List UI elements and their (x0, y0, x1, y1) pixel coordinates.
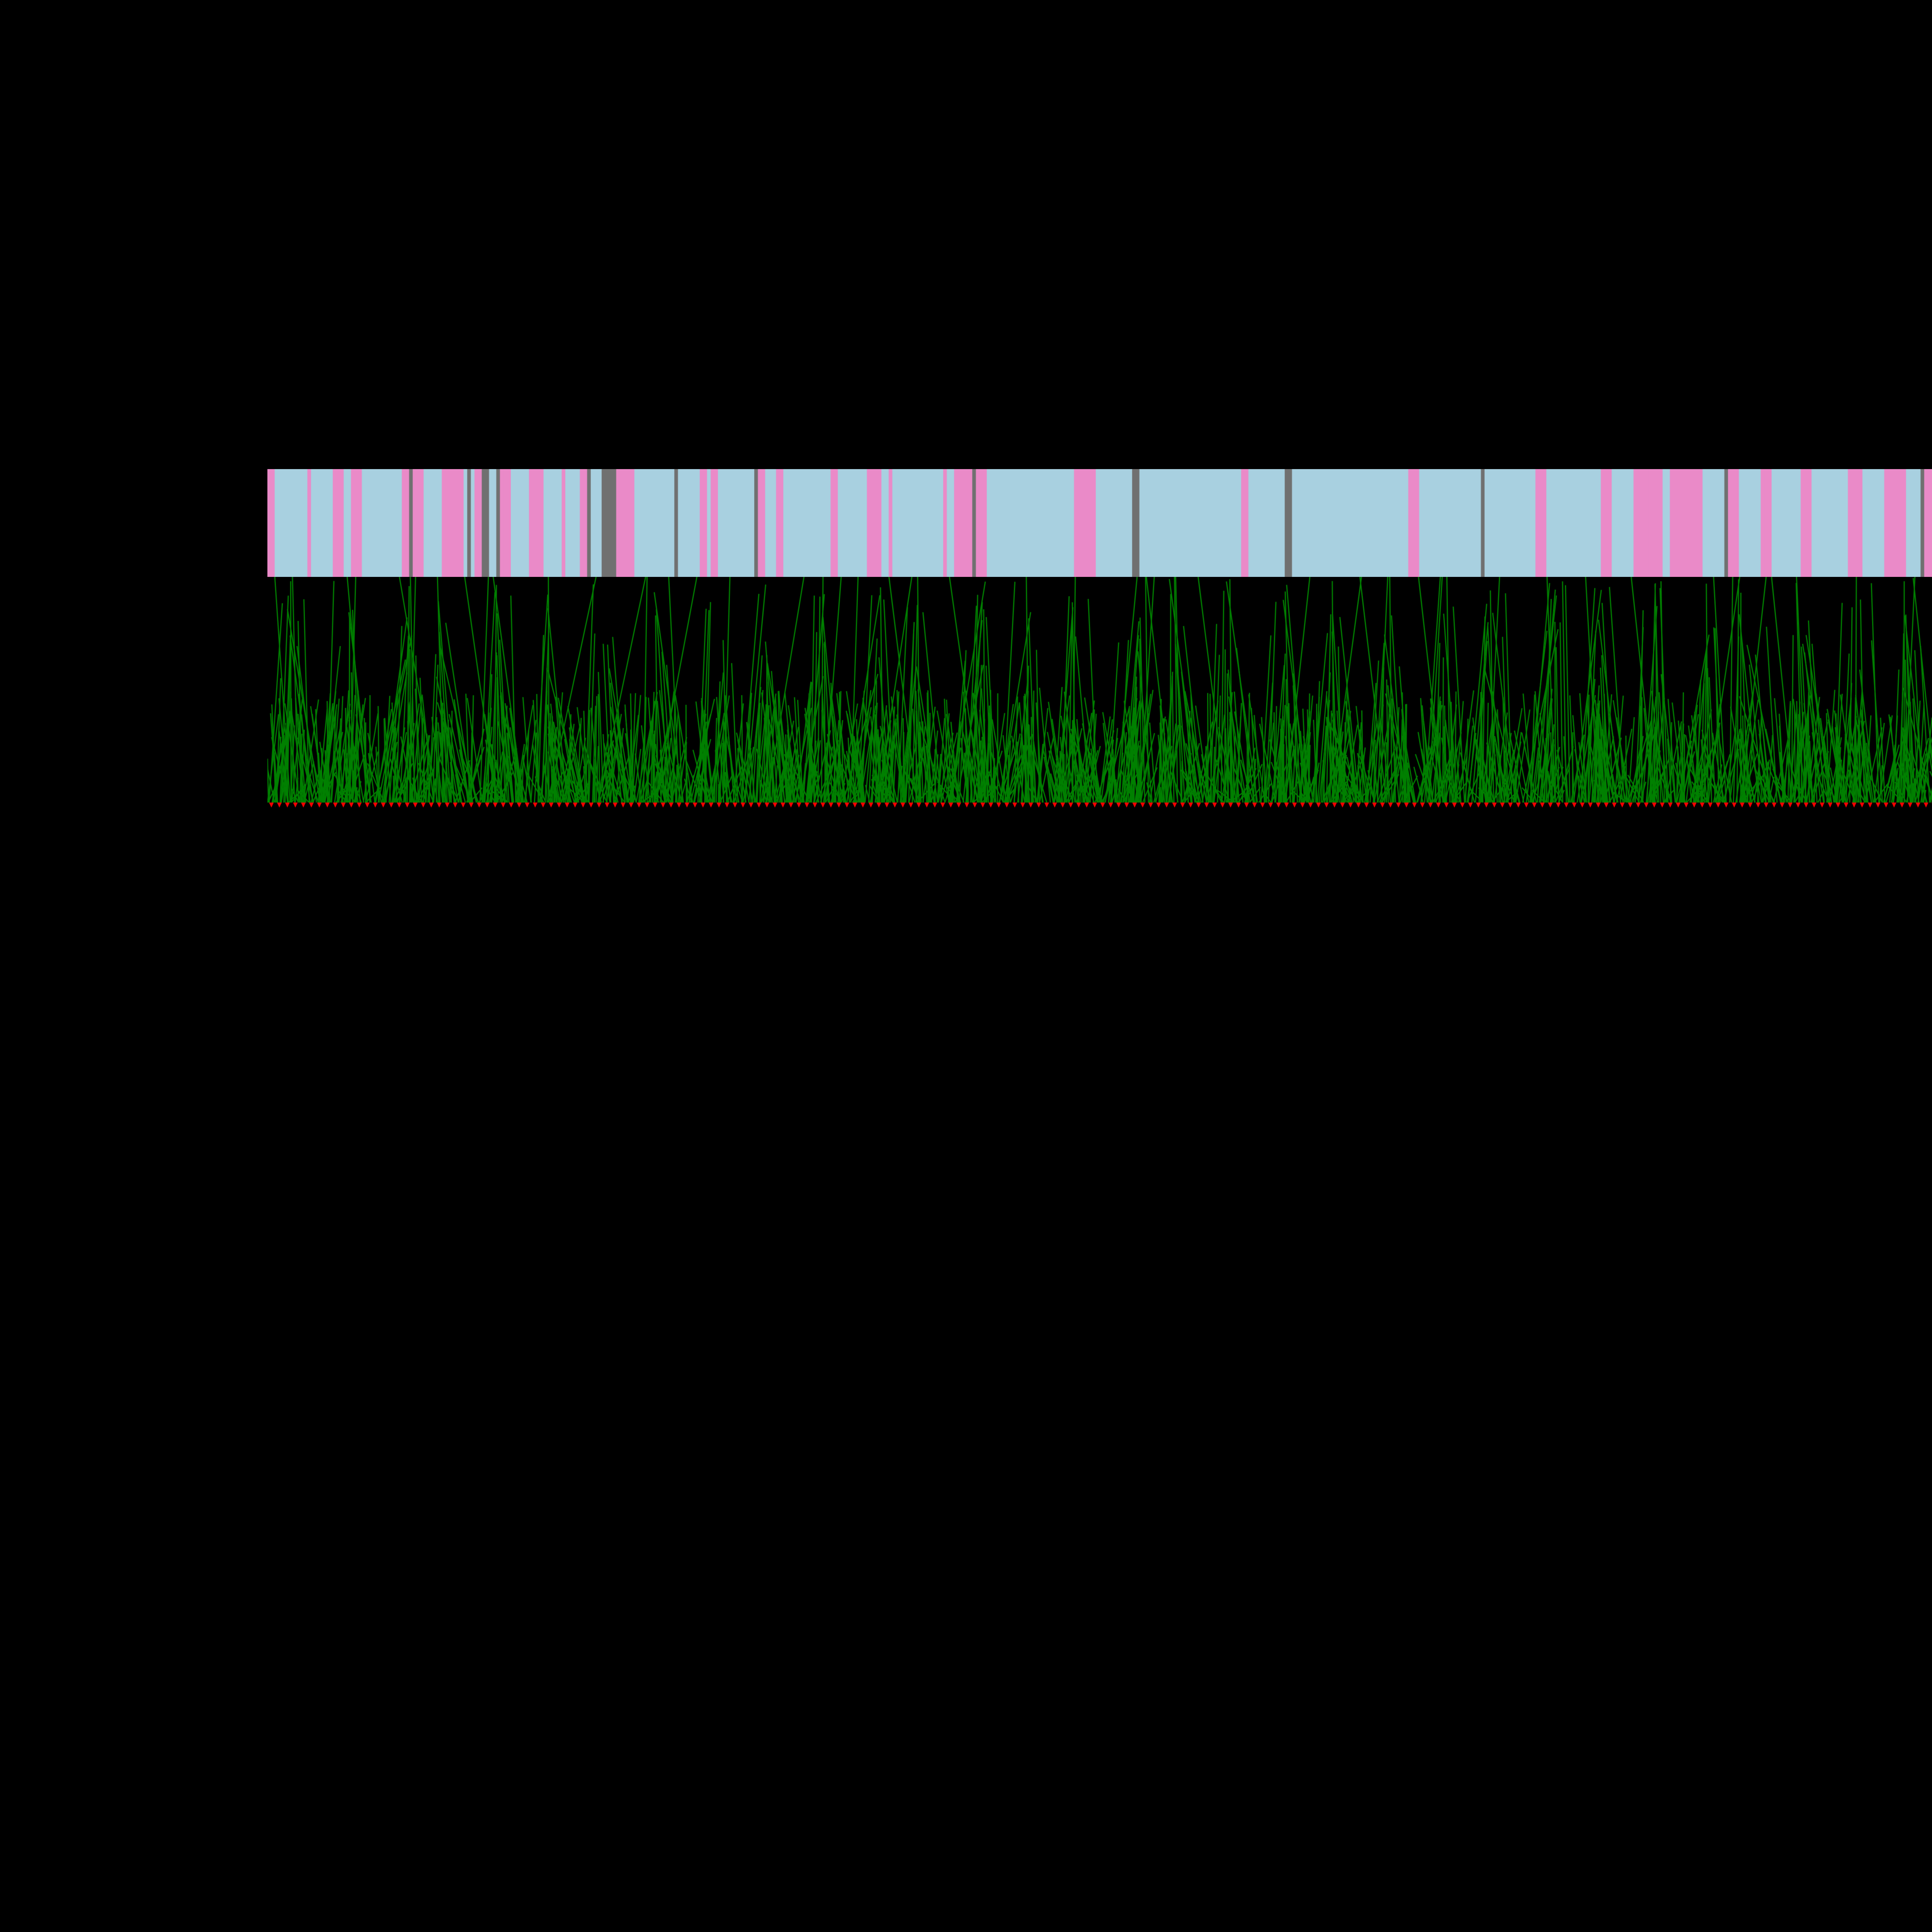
hierarchical-clustering-dendrogram (267, 577, 1932, 803)
dendrogram-canvas (267, 577, 1932, 803)
annotation-bar-canvas (267, 469, 1932, 577)
linkage-disequilibrium-triangle (267, 803, 1932, 1932)
population-annotation-track (267, 469, 1932, 577)
ld-heatmap-canvas (267, 803, 1932, 1932)
